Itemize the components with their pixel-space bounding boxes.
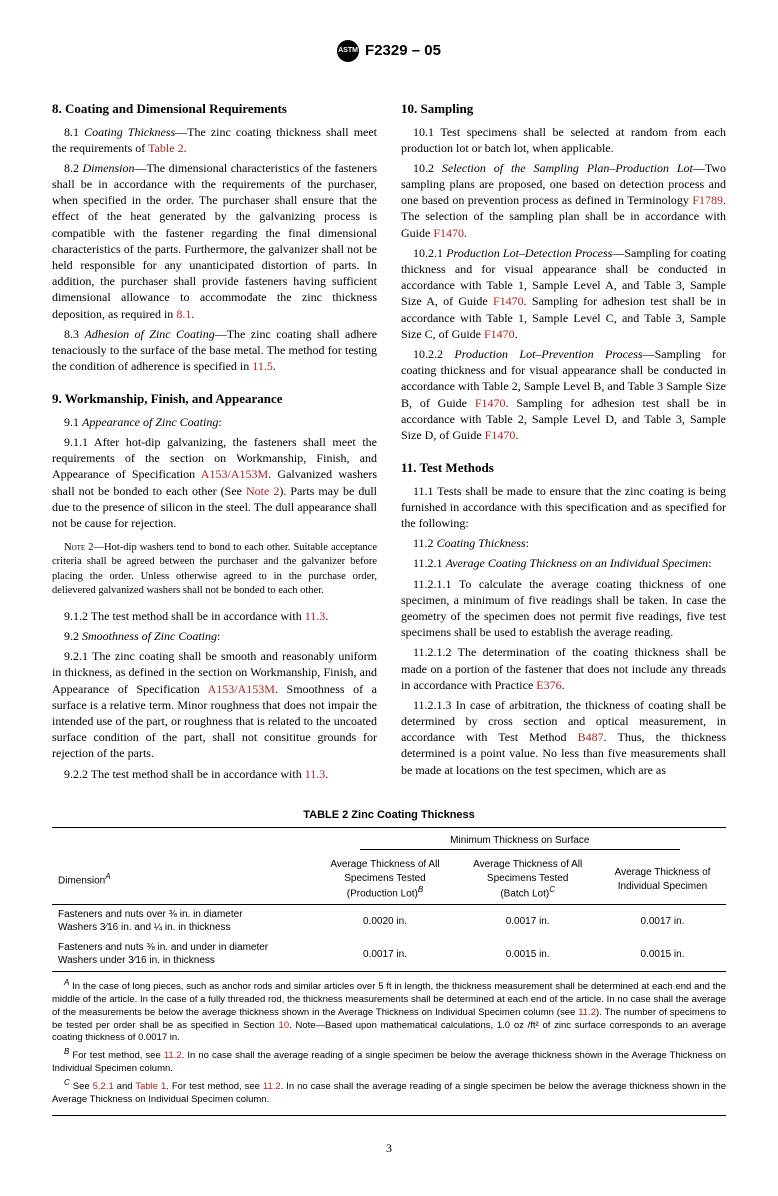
- col-individual: Average Thickness ofIndividual Specimen: [599, 855, 726, 904]
- para-9-2-1: 9.2.1 The zinc coating shall be smooth a…: [52, 648, 377, 761]
- para-10-2-2: 10.2.2 Production Lot–Prevention Process…: [401, 346, 726, 443]
- ref-f1789[interactable]: F1789: [692, 193, 723, 207]
- para-9-1: 9.1 Appearance of Zinc Coating:: [52, 414, 377, 430]
- para-10-1: 10.1 Test specimens shall be selected at…: [401, 124, 726, 156]
- ref-11-2-b[interactable]: 11.2: [164, 1050, 182, 1061]
- para-9-2-2: 9.2.2 The test method shall be in accord…: [52, 766, 377, 782]
- footnote-a: A In the case of long pieces, such as an…: [52, 978, 726, 1045]
- right-column: 10. Sampling 10.1 Test specimens shall b…: [401, 84, 726, 786]
- two-column-layout: 8. Coating and Dimensional Requirements …: [52, 84, 726, 786]
- para-11-2-1-3: 11.2.1.3 In case of arbitration, the thi…: [401, 697, 726, 778]
- ref-f1470-b[interactable]: F1470: [493, 294, 524, 308]
- page-number: 3: [52, 1140, 726, 1156]
- note-2: Note 2—Hot-dip washers tend to bond to e…: [52, 541, 377, 598]
- para-10-2-1: 10.2.1 Production Lot–Detection Process—…: [401, 245, 726, 342]
- para-9-2: 9.2 Smoothness of Zinc Coating:: [52, 628, 377, 644]
- ref-11-2[interactable]: 11.2: [578, 1007, 596, 1018]
- ref-5-2-1[interactable]: 5.2.1: [93, 1081, 114, 1092]
- ref-f1470-e[interactable]: F1470: [485, 428, 516, 442]
- ref-a153[interactable]: A153/A153M: [201, 467, 268, 481]
- para-8-1: 8.1 Coating Thickness—The zinc coating t…: [52, 124, 377, 156]
- table-footnotes: A In the case of long pieces, such as an…: [52, 972, 726, 1116]
- col-production-lot: Average Thickness of AllSpecimens Tested…: [314, 855, 457, 904]
- doc-header: ASTM F2329 – 05: [52, 40, 726, 62]
- ref-f1470-c[interactable]: F1470: [484, 327, 515, 341]
- para-9-1-2: 9.1.2 The test method shall be in accord…: [52, 608, 377, 624]
- ref-11-3-b[interactable]: 11.3: [305, 767, 326, 781]
- ref-a153-b[interactable]: A153/A153M: [208, 682, 275, 696]
- astm-logo-icon: ASTM: [337, 40, 359, 62]
- para-11-2-1: 11.2.1 Average Coating Thickness on an I…: [401, 555, 726, 571]
- left-column: 8. Coating and Dimensional Requirements …: [52, 84, 377, 786]
- table-caption: TABLE 2 Zinc Coating Thickness: [52, 808, 726, 823]
- ref-table-1[interactable]: Table 1: [135, 1081, 166, 1092]
- ref-f1470-a[interactable]: F1470: [433, 226, 464, 240]
- table-2: TABLE 2 Zinc Coating Thickness Minimum T…: [52, 808, 726, 972]
- ref-11-3[interactable]: 11.3: [305, 609, 326, 623]
- ref-table-2[interactable]: Table 2: [148, 141, 183, 155]
- ref-b487[interactable]: B487: [578, 730, 604, 744]
- col-dimension: DimensionA: [52, 855, 314, 904]
- para-8-2: 8.2 Dimension—The dimensional characteri…: [52, 160, 377, 322]
- section-8-title: 8. Coating and Dimensional Requirements: [52, 100, 377, 118]
- ref-section-10[interactable]: 10: [279, 1020, 290, 1031]
- para-10-2: 10.2 Selection of the Sampling Plan–Prod…: [401, 160, 726, 241]
- ref-f1470-d[interactable]: F1470: [475, 396, 506, 410]
- table-row: Fasteners and nuts over ⅜ in. in diamete…: [52, 904, 726, 938]
- para-8-3: 8.3 Adhesion of Zinc Coating—The zinc co…: [52, 326, 377, 375]
- para-11-2: 11.2 Coating Thickness:: [401, 535, 726, 551]
- ref-11-5[interactable]: 11.5: [252, 359, 273, 373]
- ref-11-2-c[interactable]: 11.2: [263, 1081, 281, 1092]
- para-11-2-1-1: 11.2.1.1 To calculate the average coatin…: [401, 576, 726, 641]
- designation: F2329 – 05: [365, 41, 441, 61]
- ref-e376[interactable]: E376: [536, 678, 561, 692]
- section-11-title: 11. Test Methods: [401, 459, 726, 477]
- para-11-2-1-2: 11.2.1.2 The determination of the coatin…: [401, 644, 726, 693]
- table-span-header: Minimum Thickness on Surface: [360, 834, 680, 851]
- col-batch-lot: Average Thickness of AllSpecimens Tested…: [456, 855, 599, 904]
- ref-8-1[interactable]: 8.1: [176, 307, 191, 321]
- section-10-title: 10. Sampling: [401, 100, 726, 118]
- footnote-c: C See 5.2.1 and Table 1. For test method…: [52, 1078, 726, 1107]
- ref-note-2[interactable]: Note 2: [246, 484, 279, 498]
- footnote-b: B For test method, see 11.2. In no case …: [52, 1047, 726, 1076]
- table-row: Fasteners and nuts ⅜ in. and under in di…: [52, 938, 726, 972]
- section-9-title: 9. Workmanship, Finish, and Appearance: [52, 390, 377, 408]
- para-9-1-1: 9.1.1 After hot-dip galvanizing, the fas…: [52, 434, 377, 531]
- para-11-1: 11.1 Tests shall be made to ensure that …: [401, 483, 726, 532]
